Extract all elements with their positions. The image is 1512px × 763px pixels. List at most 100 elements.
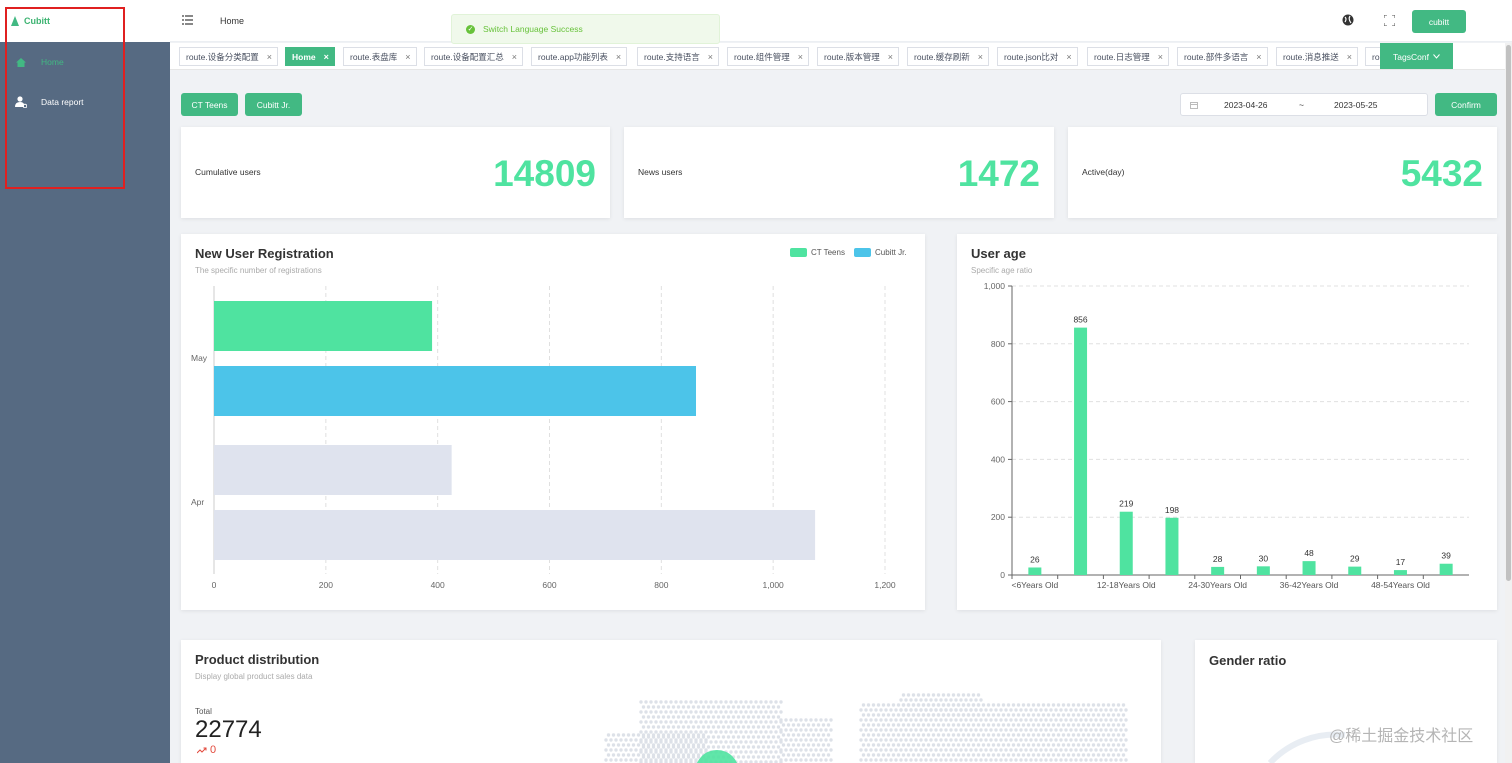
ct-teens-button[interactable]: CT Teens: [181, 93, 238, 116]
chart-title: Gender ratio: [1209, 653, 1287, 668]
tag-item[interactable]: route.设备分类配置 ×: [179, 47, 279, 66]
tag-item[interactable]: route.json比对 ×: [997, 47, 1078, 66]
close-icon[interactable]: ×: [1256, 51, 1262, 62]
close-icon[interactable]: ×: [1066, 51, 1072, 62]
close-icon[interactable]: ×: [977, 51, 984, 62]
world-map: [604, 693, 1128, 763]
data-label: 30: [1259, 553, 1269, 563]
tag-item[interactable]: route.部件多语言 ×: [1177, 47, 1268, 66]
user-gear-icon: [15, 96, 27, 108]
page-scrollbar[interactable]: [1505, 43, 1512, 763]
data-label: 29: [1350, 554, 1360, 564]
breadcrumb[interactable]: Home: [220, 16, 245, 26]
legend-label: CT Teens: [811, 248, 845, 257]
data-label: 219: [1119, 499, 1133, 509]
age-bar: [1256, 566, 1270, 575]
close-icon[interactable]: ×: [887, 51, 894, 62]
sidebar: Cubitt Home Data report: [0, 0, 170, 763]
close-icon[interactable]: ×: [323, 51, 329, 62]
tag-label: ro: [1372, 51, 1380, 62]
tag-label: route.app功能列表: [538, 51, 608, 62]
fullscreen-icon[interactable]: [1384, 15, 1395, 26]
data-label: 39: [1441, 551, 1451, 561]
brand-name: Cubitt: [24, 16, 50, 26]
close-icon[interactable]: ×: [707, 51, 714, 62]
tag-item[interactable]: route.消息推送 ×: [1276, 47, 1359, 66]
close-icon[interactable]: ×: [797, 51, 804, 62]
chart-subtitle: Display global product sales data: [195, 672, 313, 681]
tag-item[interactable]: route.支持语言 ×: [637, 47, 720, 66]
close-icon[interactable]: ×: [511, 51, 518, 62]
sidebar-item-home[interactable]: Home: [0, 42, 170, 82]
close-icon[interactable]: ×: [615, 51, 622, 62]
close-icon[interactable]: ×: [1346, 51, 1353, 62]
tag-label: route.消息推送: [1283, 51, 1339, 62]
trend-value: 0: [210, 744, 217, 756]
date-end[interactable]: 2023-05-25: [1334, 100, 1378, 110]
gender-pie: [1267, 731, 1346, 763]
chart-subtitle: The specific number of registrations: [195, 266, 322, 275]
y-tick-label: 400: [991, 454, 1005, 464]
x-tick-label: 200: [319, 580, 333, 590]
date-range-picker[interactable]: 2023-04-26 ~ 2023-05-25: [1180, 93, 1428, 116]
product-card: Product distribution Display global prod…: [181, 640, 1161, 763]
tags-conf-label: TagsConf: [1393, 51, 1429, 62]
y-tick-label: 0: [1000, 570, 1005, 580]
watermark: @稀土掘金技术社区: [1329, 728, 1474, 745]
data-label: 28: [1213, 554, 1223, 564]
tag-item[interactable]: route.缓存刷新 ×: [907, 47, 990, 66]
data-label: 198: [1165, 505, 1179, 515]
bar-cubitt-jr-: [214, 510, 816, 560]
legend-item-teens[interactable]: CT Teens: [790, 248, 845, 257]
registration-chart: 0 200 400 600 800 1,000 1,200 May Apr: [191, 286, 896, 590]
tag-item[interactable]: route.版本管理 ×: [817, 47, 900, 66]
stat-card-new-users: News users 1472: [624, 127, 1054, 218]
tag-label: route.json比对: [1004, 51, 1059, 62]
x-tick-label: 36-42Years Old: [1280, 580, 1339, 590]
tags-conf-button[interactable]: TagsConf: [1380, 43, 1453, 69]
x-tick-label: 0: [212, 580, 217, 590]
legend-swatch: [790, 248, 807, 257]
close-icon[interactable]: ×: [266, 51, 273, 62]
close-icon[interactable]: ×: [1157, 51, 1164, 62]
close-icon[interactable]: ×: [405, 51, 411, 62]
age-chart: 0 200 400 600 800 1,000 26 <6Years Old 856 219 12-…: [984, 281, 1469, 590]
stat-label: Active(day): [1082, 167, 1125, 177]
tag-item[interactable]: route.组件管理 ×: [727, 47, 810, 66]
language-icon[interactable]: [1342, 14, 1354, 26]
tag-item[interactable]: route.设备配置汇总 ×: [424, 47, 524, 66]
tag-label: route.组件管理: [734, 51, 790, 62]
tag-label: route.设备配置汇总: [431, 51, 504, 62]
legend-item-junior[interactable]: Cubitt Jr.: [854, 248, 907, 257]
data-label: 856: [1073, 315, 1087, 325]
tag-label: route.缓存刷新: [914, 51, 970, 62]
chart-title: User age: [971, 246, 1026, 261]
scrollbar-thumb[interactable]: [1506, 45, 1511, 581]
trend-up-icon: [197, 747, 207, 753]
x-tick-label: 1,200: [874, 580, 896, 590]
confirm-button[interactable]: Confirm: [1435, 93, 1497, 116]
legend-swatch: [854, 248, 871, 257]
y-category-label: May: [191, 353, 208, 363]
cubitt-jr-button[interactable]: Cubitt Jr.: [245, 93, 302, 116]
user-menu-button[interactable]: cubitt: [1412, 10, 1466, 33]
chevron-down-icon: [1433, 54, 1440, 59]
age-bar: [1028, 567, 1042, 575]
success-toast: ✓ Switch Language Success: [451, 14, 720, 44]
tag-label: Home: [292, 51, 316, 62]
sidebar-menu: Home Data report: [0, 42, 170, 122]
brand-logo-icon: [11, 16, 19, 26]
sidebar-item-data-report[interactable]: Data report: [0, 82, 170, 122]
data-label: 26: [1030, 554, 1040, 564]
stat-label: Cumulative users: [195, 167, 261, 177]
age-bar: [1439, 563, 1453, 575]
menu-toggle-icon[interactable]: [182, 15, 193, 25]
tag-item[interactable]: route.表盘库 ×: [343, 47, 417, 66]
tag-item[interactable]: route.日志管理 ×: [1087, 47, 1170, 66]
y-tick-label: 1,000: [984, 281, 1006, 291]
date-start[interactable]: 2023-04-26: [1224, 100, 1268, 110]
tag-item[interactable]: route.app功能列表 ×: [531, 47, 628, 66]
age-card: User age Specific age ratio 0 200 400 600 80…: [957, 234, 1497, 610]
tag-item-active[interactable]: Home ×: [285, 47, 335, 66]
gender-card: Gender ratio: [1195, 640, 1497, 763]
